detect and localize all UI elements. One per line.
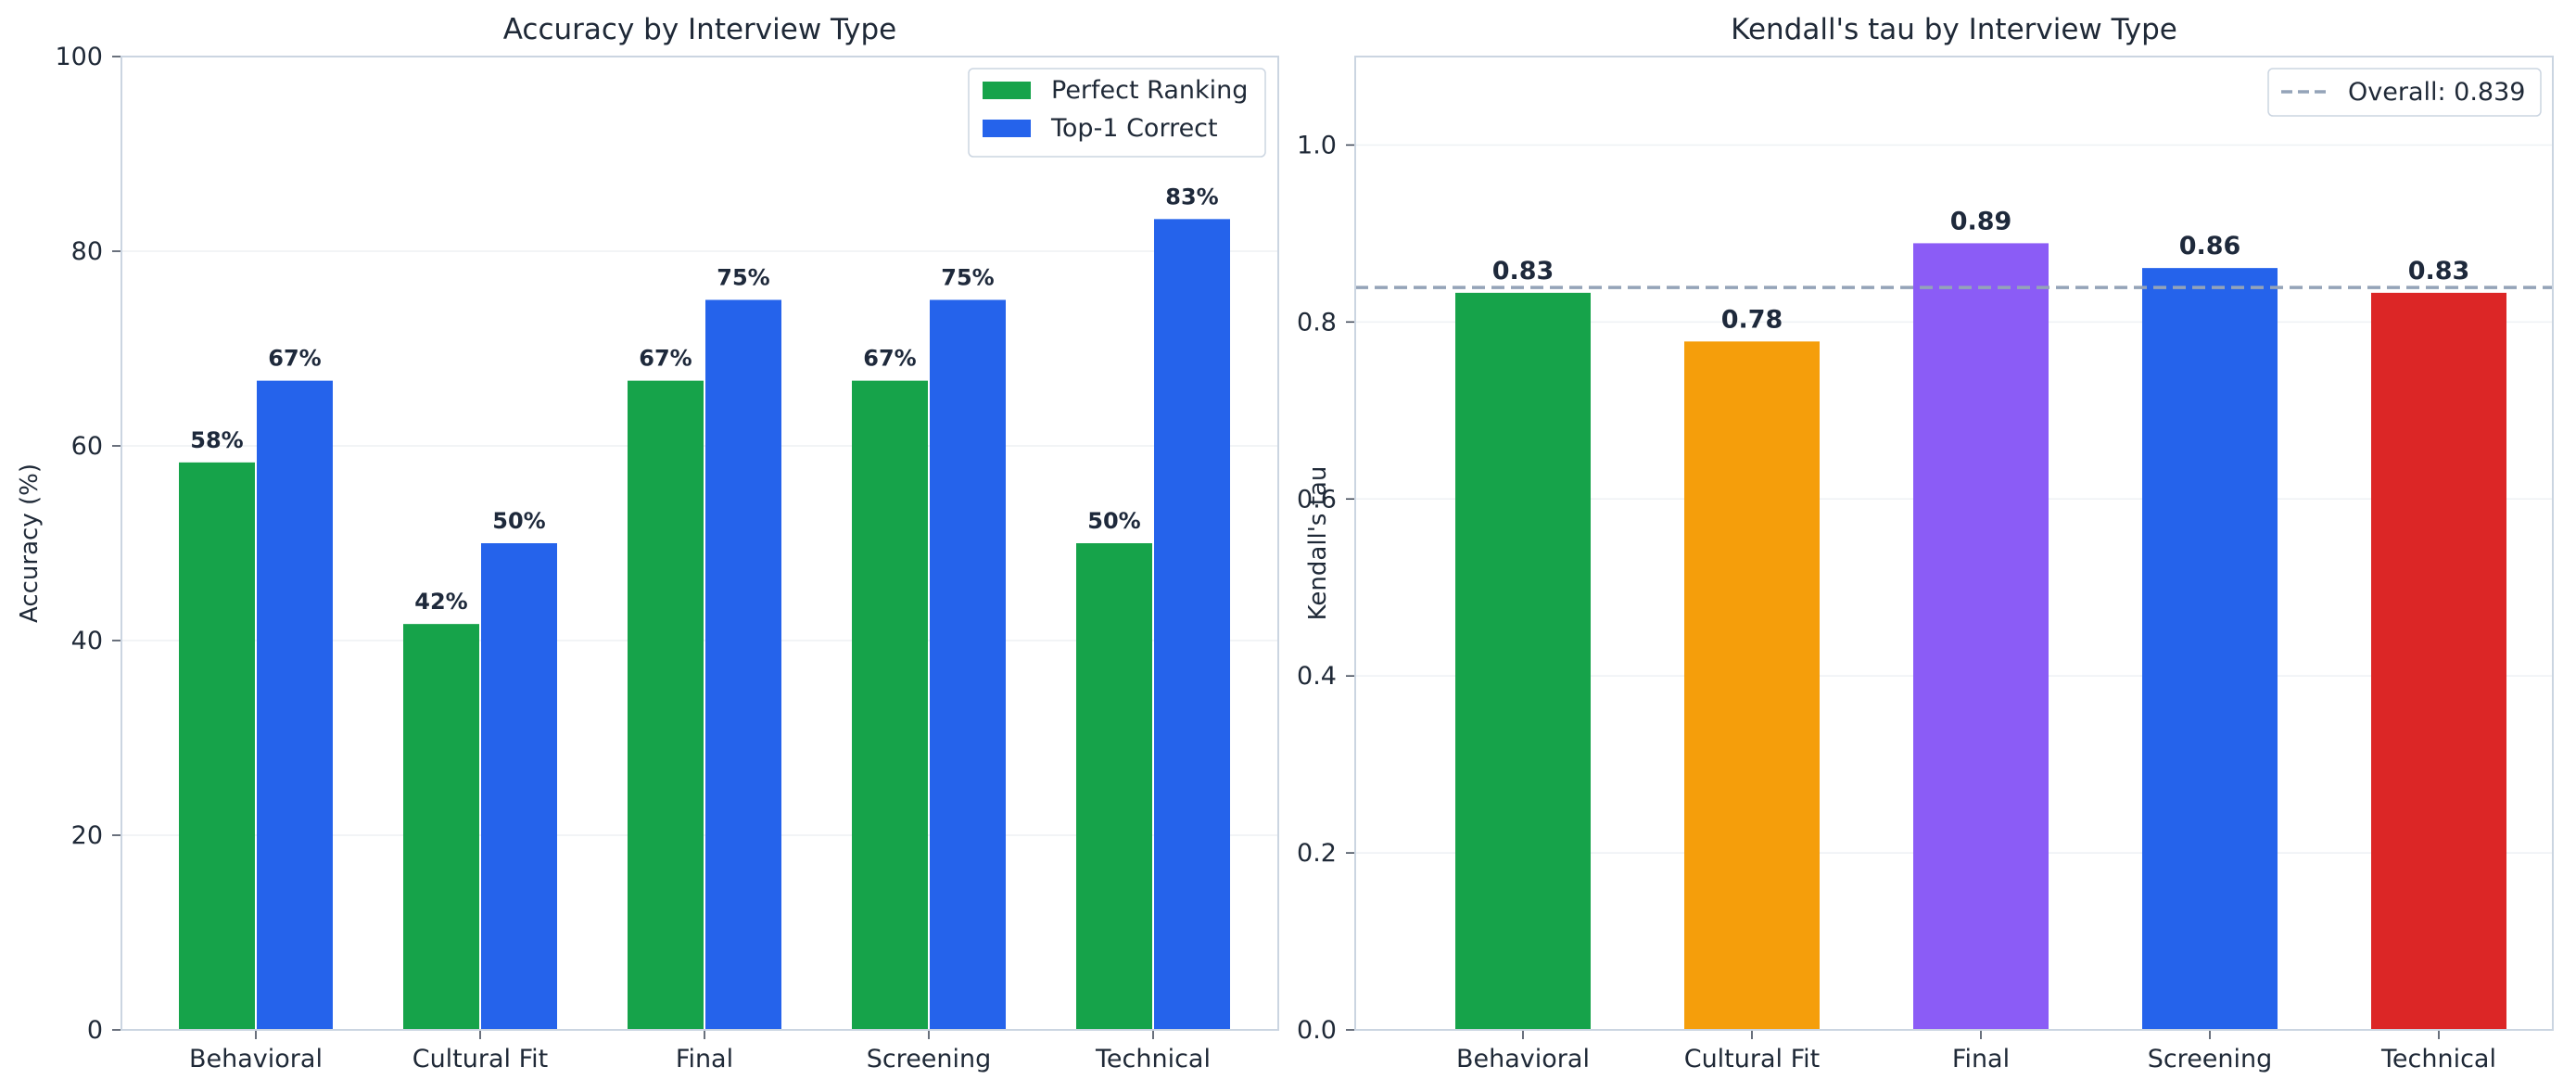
data-label: 0.89 [1950,207,2012,235]
data-label: 67% [268,346,321,372]
legend-label: Overall: 0.839 [2348,78,2525,107]
y-tick-label: 0 [87,1016,103,1045]
y-tick-label: 100 [55,43,103,71]
data-label: 0.83 [2408,257,2470,286]
legend-box [968,68,1266,158]
x-tick-label: Final [1952,1045,2010,1073]
data-label: 0.78 [1721,305,1783,334]
plot-frame [1354,56,2554,1031]
x-tick-label: Cultural Fit [412,1045,549,1073]
bar-kendall-tau [1684,341,1820,1030]
y-tick-label: 60 [71,432,103,461]
plot-frame [121,56,1279,1031]
data-label: 75% [717,265,769,291]
bar-kendall-tau [1455,292,1591,1030]
y-tick-label: 80 [71,237,103,266]
bar-top1-correct [930,299,1006,1030]
x-tick-label: Technical [2380,1045,2496,1073]
y-tick-label: 20 [71,821,103,850]
chart-title: Kendall's tau by Interview Type [1731,13,2177,46]
legend-box [2267,68,2542,117]
x-tick-label: Behavioral [189,1045,323,1073]
bar-top1-correct [481,543,557,1030]
x-tick-label: Screening [867,1045,992,1073]
legend-label: Perfect Ranking [1051,76,1248,105]
x-tick-label: Final [676,1045,733,1073]
x-tick-label: Screening [2148,1045,2273,1073]
bar-top1-correct [705,299,781,1030]
bar-top1-correct [1154,219,1230,1031]
bar-kendall-tau [1913,243,2049,1031]
bar-kendall-tau [2142,268,2278,1030]
data-label: 83% [1165,184,1218,210]
bar-perfect-ranking [852,380,928,1030]
y-tick-label: 0.0 [1297,1016,1337,1045]
bar-perfect-ranking [179,462,255,1031]
data-label: 0.83 [1492,257,1554,286]
data-label: 75% [941,265,994,291]
data-label: 67% [639,346,692,372]
x-tick-label: Behavioral [1456,1045,1590,1073]
bar-perfect-ranking [403,624,479,1030]
y-tick-label: 0.2 [1297,839,1337,868]
bar-top1-correct [257,380,333,1030]
y-axis-label: Kendall's tau [1304,466,1332,621]
y-tick-label: 0.6 [1297,485,1337,514]
x-tick-label: Cultural Fit [1684,1045,1821,1073]
bar-perfect-ranking [1076,543,1152,1030]
x-tick-label: Technical [1095,1045,1211,1073]
legend-label: Top-1 Correct [1050,114,1218,143]
data-label: 50% [1087,508,1140,534]
data-label: 0.86 [2179,232,2241,260]
bar-perfect-ranking [628,380,704,1030]
data-label: 58% [190,427,243,453]
legend-swatch [983,82,1031,99]
y-axis-label: Accuracy (%) [16,463,44,623]
data-label: 67% [863,346,916,372]
y-tick-label: 0.8 [1297,308,1337,336]
y-tick-label: 40 [71,627,103,655]
data-label: 50% [492,508,545,534]
chart-title: Accuracy by Interview Type [503,13,896,46]
legend-swatch [983,120,1031,137]
bar-kendall-tau [2371,292,2506,1030]
data-label: 42% [414,589,467,615]
y-tick-label: 1.0 [1297,131,1337,159]
y-tick-label: 0.4 [1297,662,1337,691]
